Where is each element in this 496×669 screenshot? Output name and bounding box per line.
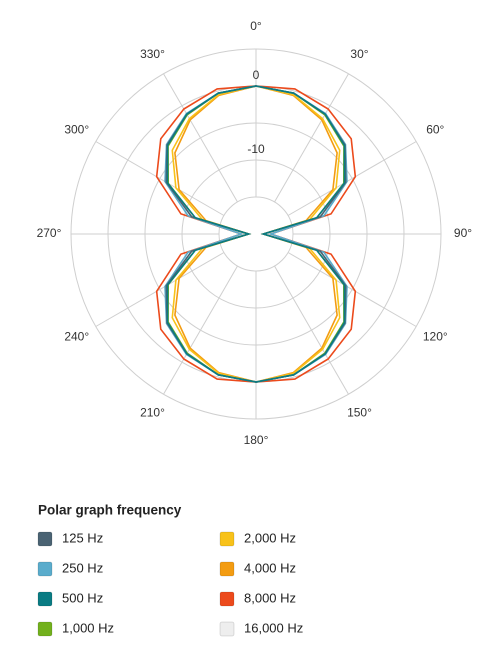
- legend-swatch: [219, 531, 235, 547]
- grid-spoke: [274, 73, 349, 203]
- legend-label: 8,000 Hz: [244, 590, 296, 605]
- angle-label: 270°: [37, 226, 62, 240]
- r-tick-label: -10: [247, 142, 265, 156]
- polar-line: [166, 85, 346, 383]
- legend-label: 500 Hz: [62, 590, 103, 605]
- legend-swatch: [37, 621, 53, 637]
- grid-spoke: [95, 252, 225, 327]
- legend-label: 250 Hz: [62, 560, 103, 575]
- legend-label: 1,000 Hz: [62, 620, 114, 635]
- legend-swatch: [37, 531, 53, 547]
- grid-ring: [218, 196, 294, 272]
- grid-spoke: [163, 73, 238, 203]
- legend-swatch: [37, 591, 53, 607]
- angle-label: 300°: [64, 123, 89, 137]
- angle-label: 240°: [64, 330, 89, 344]
- legend-swatch: [219, 621, 235, 637]
- grid-spoke: [274, 265, 349, 395]
- legend-title: Polar graph frequency: [38, 503, 182, 518]
- legend-label: 125 Hz: [62, 530, 103, 545]
- angle-label: 30°: [350, 47, 368, 61]
- grid-spoke: [287, 141, 417, 216]
- angle-label: 120°: [423, 330, 448, 344]
- legend-label: 16,000 Hz: [244, 620, 303, 635]
- angle-label: 180°: [244, 433, 269, 447]
- legend-swatch: [219, 591, 235, 607]
- angle-label: 60°: [426, 123, 444, 137]
- legend-swatch: [37, 561, 53, 577]
- legend-swatch: [219, 561, 235, 577]
- r-tick-label: 0: [253, 68, 260, 82]
- angle-label: 150°: [347, 405, 372, 419]
- angle-label: 210°: [140, 405, 165, 419]
- legend-label: 2,000 Hz: [244, 530, 296, 545]
- angle-label: 330°: [140, 47, 165, 61]
- grid-spoke: [287, 252, 417, 327]
- legend-label: 4,000 Hz: [244, 560, 296, 575]
- grid-spoke: [163, 265, 238, 395]
- angle-label: 0°: [250, 19, 262, 33]
- grid-spoke: [95, 141, 225, 216]
- angle-label: 90°: [454, 226, 472, 240]
